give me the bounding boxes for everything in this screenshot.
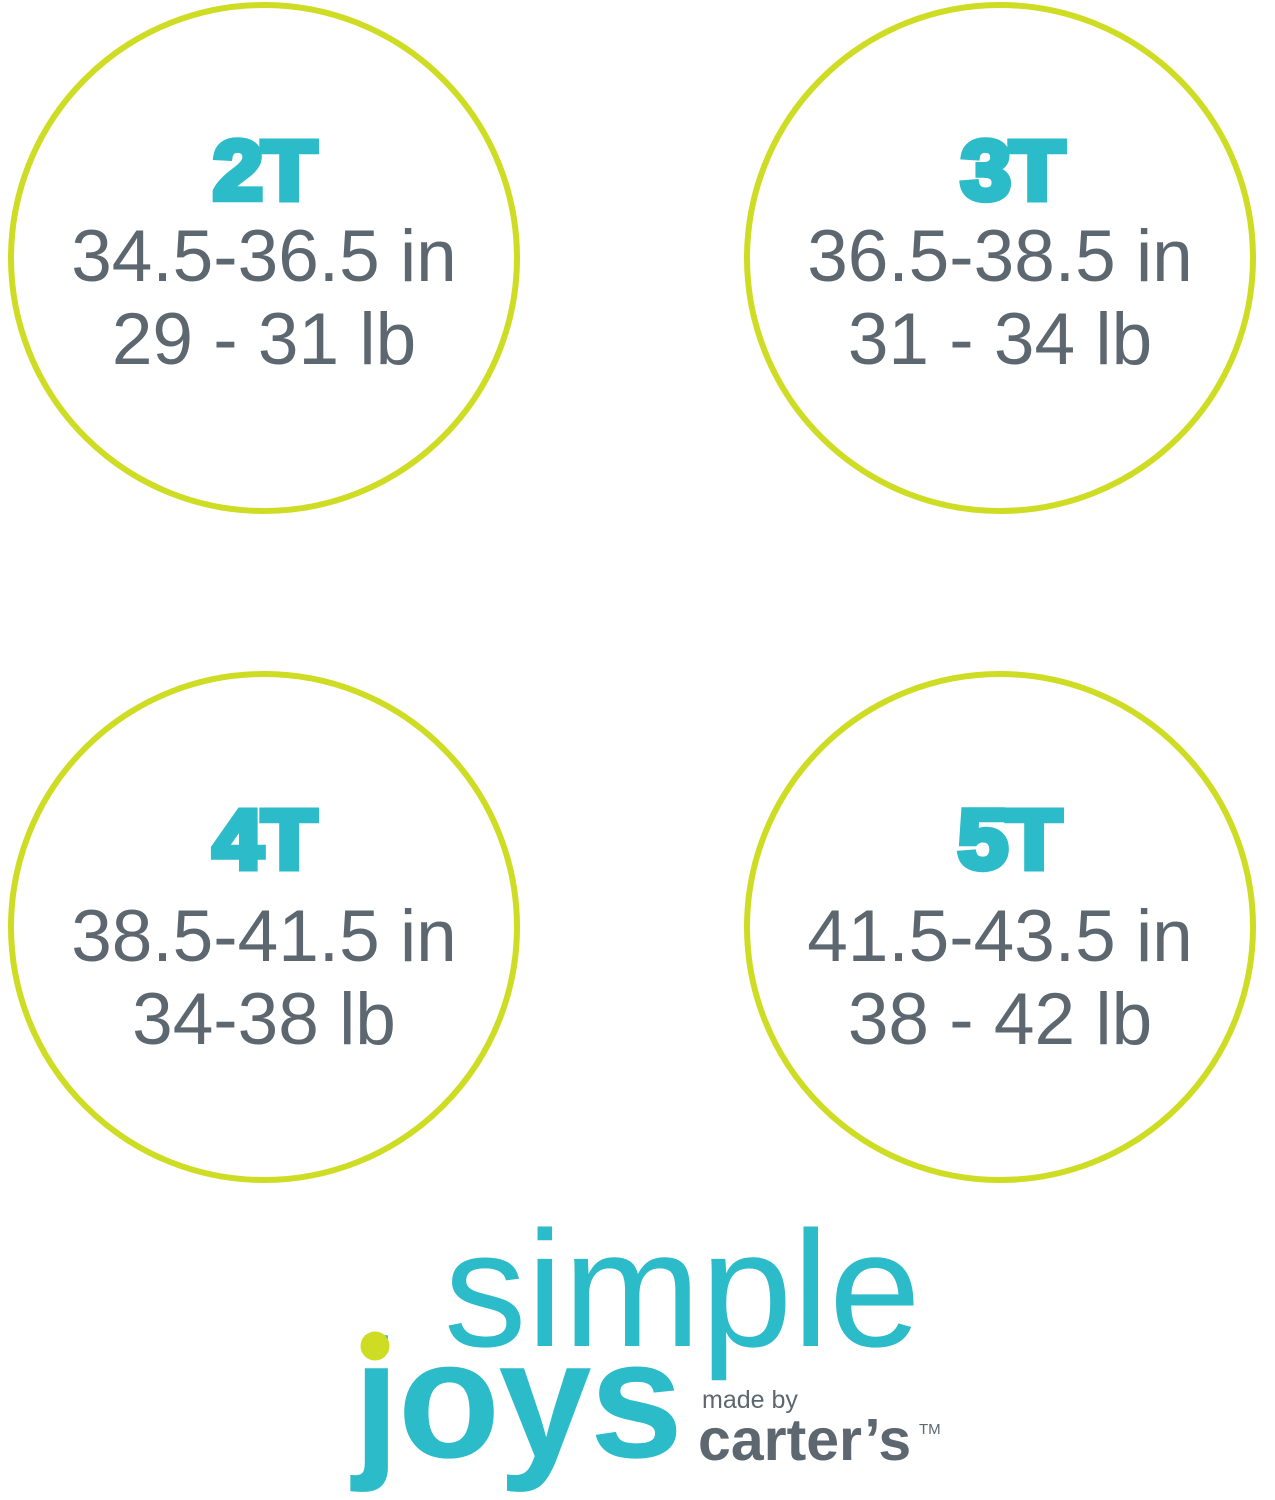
svg-text:joys: joys (350, 1305, 681, 1493)
svg-text:carter’s: carter’s (698, 1407, 911, 1473)
svg-text:4T: 4T (213, 794, 316, 886)
svg-text:3T: 3T (961, 125, 1064, 217)
svg-text:5T: 5T (958, 794, 1061, 886)
svg-text:TM: TM (919, 1421, 941, 1438)
svg-text:2T: 2T (213, 125, 316, 217)
